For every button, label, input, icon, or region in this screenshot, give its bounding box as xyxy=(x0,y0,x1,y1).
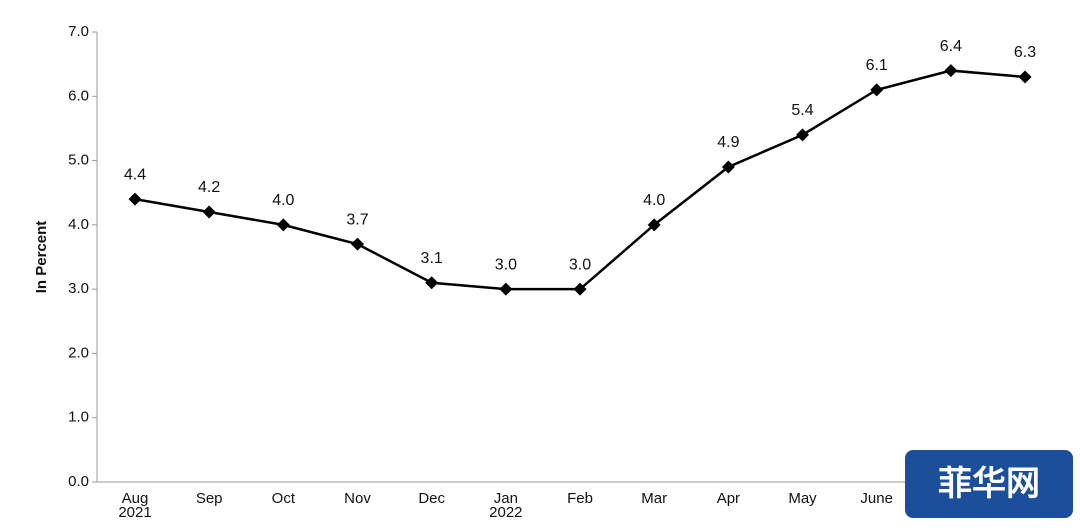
watermark: 菲华网 xyxy=(938,465,1040,503)
marker xyxy=(128,192,142,206)
x-tick-label: May xyxy=(788,490,817,507)
marker xyxy=(944,64,958,78)
y-axis-label: In Percent xyxy=(33,221,50,294)
marker xyxy=(351,237,365,251)
y-tick-label: 3.0 xyxy=(68,280,89,297)
data-label: 6.3 xyxy=(1014,44,1036,61)
data-label: 4.2 xyxy=(198,179,220,196)
marker xyxy=(202,205,216,219)
data-label: 4.9 xyxy=(717,134,739,151)
data-label: 4.4 xyxy=(124,166,146,183)
data-label: 6.1 xyxy=(866,57,888,74)
y-tick-label: 1.0 xyxy=(68,409,89,426)
data-label: 3.0 xyxy=(495,256,517,273)
x-tick-label: Apr xyxy=(717,490,740,507)
marker xyxy=(276,218,290,232)
data-label: 4.0 xyxy=(272,192,294,209)
y-tick-label: 0.0 xyxy=(68,473,89,490)
marker xyxy=(721,160,735,174)
marker xyxy=(870,83,884,97)
marker xyxy=(499,282,513,296)
y-tick-label: 7.0 xyxy=(68,23,89,40)
data-label: 3.1 xyxy=(421,250,443,267)
marker xyxy=(425,276,439,290)
x-tick-label: Aug 2021 xyxy=(118,490,151,521)
x-tick-label: Oct xyxy=(272,490,296,507)
x-tick-label: Feb xyxy=(567,490,593,507)
y-tick-label: 4.0 xyxy=(68,216,89,233)
x-tick-label: Nov xyxy=(344,490,371,507)
marker xyxy=(647,218,661,232)
data-label: 5.4 xyxy=(791,102,813,119)
x-tick-label: Dec xyxy=(418,490,445,507)
data-label: 6.4 xyxy=(940,38,962,55)
data-label: 3.7 xyxy=(346,211,368,228)
x-tick-label: Mar xyxy=(641,490,667,507)
y-tick-label: 2.0 xyxy=(68,344,89,361)
data-label: 4.0 xyxy=(643,192,665,209)
y-tick-label: 5.0 xyxy=(68,152,89,169)
x-tick-label: June xyxy=(860,490,893,507)
marker xyxy=(573,282,587,296)
data-label: 3.0 xyxy=(569,256,591,273)
marker xyxy=(1018,70,1032,84)
watermark-box xyxy=(905,450,1073,518)
x-tick-label: Sep xyxy=(196,490,223,507)
y-tick-label: 6.0 xyxy=(68,87,89,104)
marker xyxy=(796,128,810,142)
x-tick-label: Jan 2022 xyxy=(489,490,522,521)
